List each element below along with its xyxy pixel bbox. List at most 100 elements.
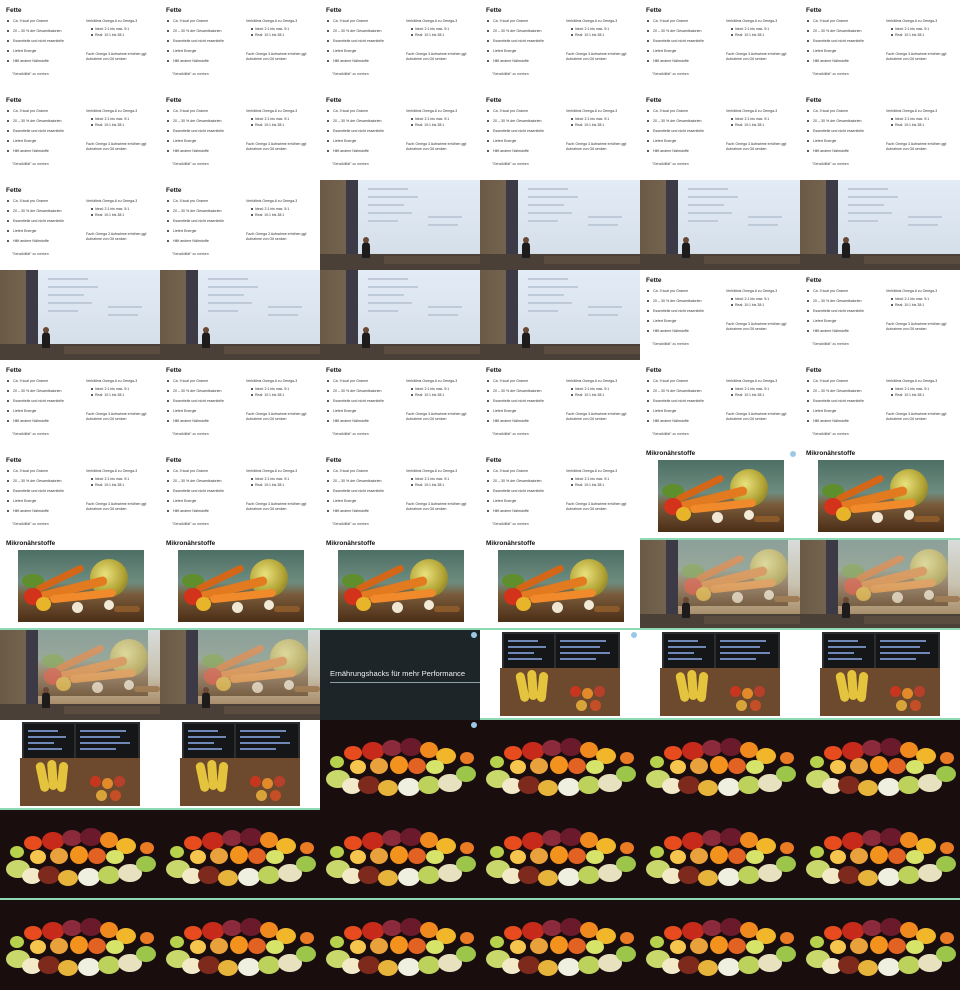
fruit-shape (824, 926, 842, 940)
fruit-shape (936, 856, 956, 872)
fruit-shape (408, 758, 426, 774)
fruit-shape (738, 956, 760, 974)
monitor-text-line (880, 646, 920, 648)
fruit-shape (906, 760, 924, 774)
ratio-list: Ideal: 2:1 bis max. 5:1 Real: 10:1 bis 38… (886, 387, 958, 397)
fruit-shape (382, 920, 402, 936)
fruit-shape (702, 920, 722, 936)
ratio-item: Ideal: 2:1 bis max. 5:1 (566, 117, 638, 121)
fruit-shape (780, 932, 794, 944)
ratio-item: Ideal: 2:1 bis max. 5:1 (86, 387, 158, 391)
monitor-text-line (80, 736, 120, 738)
ratio-item: Real: 10:1 bis 38:1 (566, 123, 638, 127)
bullet-item: Ca. 9 kcal pro Gramm (167, 379, 241, 383)
fruit-shape (558, 958, 580, 976)
fruit-shape (276, 838, 296, 854)
vegetable-shape (754, 516, 780, 522)
fruit-shape (620, 752, 634, 764)
ratio-item: Ideal: 2:1 bis max. 5:1 (86, 207, 158, 211)
fruit-shape (560, 828, 582, 846)
bullet-item: Hilft andere Nährstoffe (647, 59, 721, 63)
fruit-shape (50, 938, 68, 954)
fruit-shape (350, 940, 366, 954)
fruit-shape (888, 938, 906, 954)
slide-title: Fette (6, 457, 22, 464)
room-shape (186, 270, 198, 344)
vegetable-shape (516, 597, 531, 611)
room-shape (346, 270, 358, 344)
fruit-shape (184, 926, 202, 940)
bullet-list: Ca. 9 kcal pro Gramm 20 – 30 % der Gesamt… (807, 19, 881, 63)
fruit-shape (870, 936, 888, 954)
fruit-shape (746, 850, 764, 864)
ratio-item: Real: 10:1 bis 38:1 (886, 303, 958, 307)
fruit-shape (720, 738, 742, 756)
ratio-list: Ideal: 2:1 bis max. 5:1 Real: 10:1 bis 38… (566, 387, 638, 397)
fazit-text: Fazit: Omega 3 Aufnahme erhöhen ggf. Auf… (246, 52, 308, 61)
vegetable-shape (744, 510, 754, 520)
video-frame (480, 720, 640, 810)
fruit-shape (568, 758, 586, 774)
ratio-column: Verhältnis Omega-6 zu Omega-3 Ideal: 2:1 … (726, 379, 798, 422)
fruit-shape (842, 742, 864, 760)
slide-footer: "Sensibilität" zu merken (652, 72, 689, 76)
video-frame (800, 630, 960, 720)
ratio-item: Real: 10:1 bis 38:1 (86, 123, 158, 127)
vegetable-shape (56, 677, 71, 691)
fruit-shape (502, 778, 522, 794)
ratio-item: Real: 10:1 bis 38:1 (726, 393, 798, 397)
fruit-shape (116, 928, 136, 944)
fruit-shape (918, 954, 942, 972)
speaker-figure (842, 602, 850, 618)
bullet-item: Hilft andere Nährstoffe (487, 509, 561, 513)
fruit-shape (330, 756, 344, 768)
slide-text-line (368, 294, 404, 296)
fruit-shape (110, 790, 121, 801)
fruit-shape (740, 832, 758, 848)
fruit-shape (24, 836, 42, 850)
ratio-item: Real: 10:1 bis 38:1 (886, 393, 958, 397)
bullet-item: Ca. 9 kcal pro Gramm (7, 199, 81, 203)
ratio-item: Ideal: 2:1 bis max. 5:1 (406, 477, 478, 481)
slide-text-line (368, 278, 408, 280)
fruit-shape (408, 938, 426, 954)
fruit-shape (230, 846, 248, 864)
fruit-shape (504, 836, 522, 850)
monitor-text-line (28, 730, 58, 732)
fruit-shape (438, 954, 462, 972)
slide-text-line (368, 220, 398, 222)
fruit-shape (728, 848, 746, 864)
slide-text-line (428, 216, 462, 218)
projection-screen (198, 630, 320, 704)
video-frame (480, 810, 640, 900)
scene-separator (0, 808, 320, 810)
speaker-figure (522, 332, 530, 348)
room-shape (186, 630, 198, 704)
ratio-column: Verhältnis Omega-6 zu Omega-3 Ideal: 2:1 … (566, 469, 638, 512)
video-frame: Fette Ca. 9 kcal pro Gramm 20 – 30 % der G… (0, 450, 160, 540)
vegetable-shape (284, 680, 294, 690)
ratio-column: Verhältnis Omega-6 zu Omega-3 Ideal: 2:1 … (86, 19, 158, 62)
bullet-item: Essentielle und nicht essentielle (167, 39, 241, 43)
fruit-shape (510, 940, 526, 954)
fazit-text: Fazit: Omega 3 Aufnahme erhöhen ggf. Auf… (246, 142, 308, 151)
slide-text-line (268, 314, 298, 316)
slide-text-line (688, 204, 724, 206)
vegetable-shape (904, 510, 914, 520)
monitor-text-line (508, 652, 534, 654)
bullet-list: Ca. 9 kcal pro Gramm 20 – 30 % der Gesamt… (647, 379, 721, 423)
fruit-shape (456, 766, 476, 782)
video-frame (480, 900, 640, 990)
bullet-item: Hilft andere Nährstoffe (167, 59, 241, 63)
fruit-shape (350, 850, 366, 864)
monitor-text-line (508, 640, 538, 642)
fruit-shape (420, 922, 438, 938)
bullet-item: Essentielle und nicht essentielle (7, 129, 81, 133)
fruit-shape (754, 686, 765, 697)
slide-title: Fette (326, 367, 342, 374)
fruit-shape (260, 832, 278, 848)
ratio-list: Ideal: 2:1 bis max. 5:1 Real: 10:1 bis 38… (246, 27, 318, 37)
fruit-shape (378, 960, 398, 976)
fruit-shape (810, 936, 824, 948)
fruit-shape (862, 830, 882, 846)
